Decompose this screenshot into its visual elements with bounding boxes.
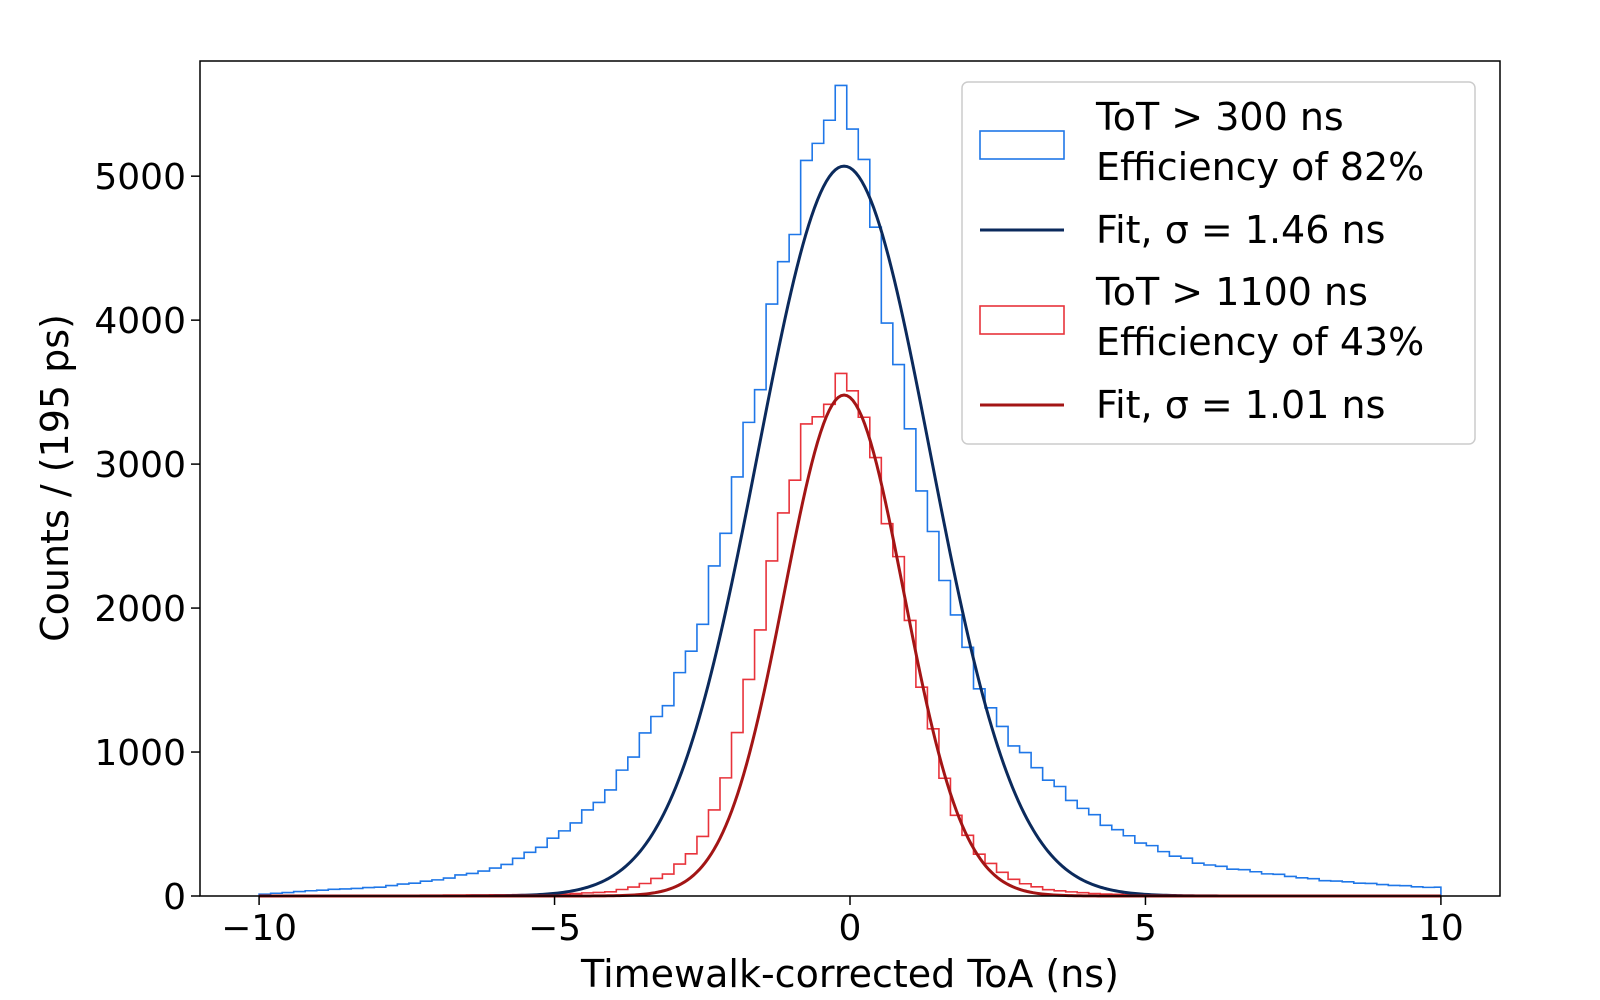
y-tick-label: 3000 — [94, 445, 186, 486]
legend-label: Efficiency of 82% — [1096, 145, 1424, 189]
legend-swatch-tot300 — [979, 130, 1065, 160]
histogram-tot300 — [258, 84, 1442, 896]
x-tick-label: 10 — [1418, 908, 1464, 949]
y-tick-label: 2000 — [94, 589, 186, 630]
legend-label: Fit, σ = 1.46 ns — [1096, 208, 1385, 252]
legend-swatch-tot1100 — [979, 305, 1065, 335]
legend: ToT > 300 ns Efficiency of 82% Fit, σ = 1.… — [961, 81, 1476, 445]
x-tick-label: 5 — [1134, 908, 1157, 949]
y-axis-label: Counts / (195 ps) — [33, 314, 77, 642]
legend-label: Efficiency of 43% — [1096, 320, 1424, 364]
y-axis: 0 1000 2000 3000 4000 5000 — [94, 157, 200, 918]
x-tick-label: −5 — [528, 908, 581, 949]
x-tick-label: 0 — [839, 908, 862, 949]
y-tick-label: 0 — [163, 877, 186, 918]
legend-box — [961, 81, 1476, 445]
legend-label: Fit, σ = 1.01 ns — [1096, 383, 1385, 427]
legend-label: ToT > 1100 ns — [1095, 270, 1368, 314]
y-tick-label: 1000 — [94, 733, 186, 774]
x-axis: −10 −5 0 5 10 — [221, 896, 1464, 949]
x-tick-label: −10 — [221, 908, 297, 949]
y-tick-label: 5000 — [94, 157, 186, 198]
y-tick-label: 4000 — [94, 301, 186, 342]
legend-label: ToT > 300 ns — [1095, 95, 1344, 139]
x-axis-label: Timewalk-corrected ToA (ns) — [580, 952, 1119, 996]
